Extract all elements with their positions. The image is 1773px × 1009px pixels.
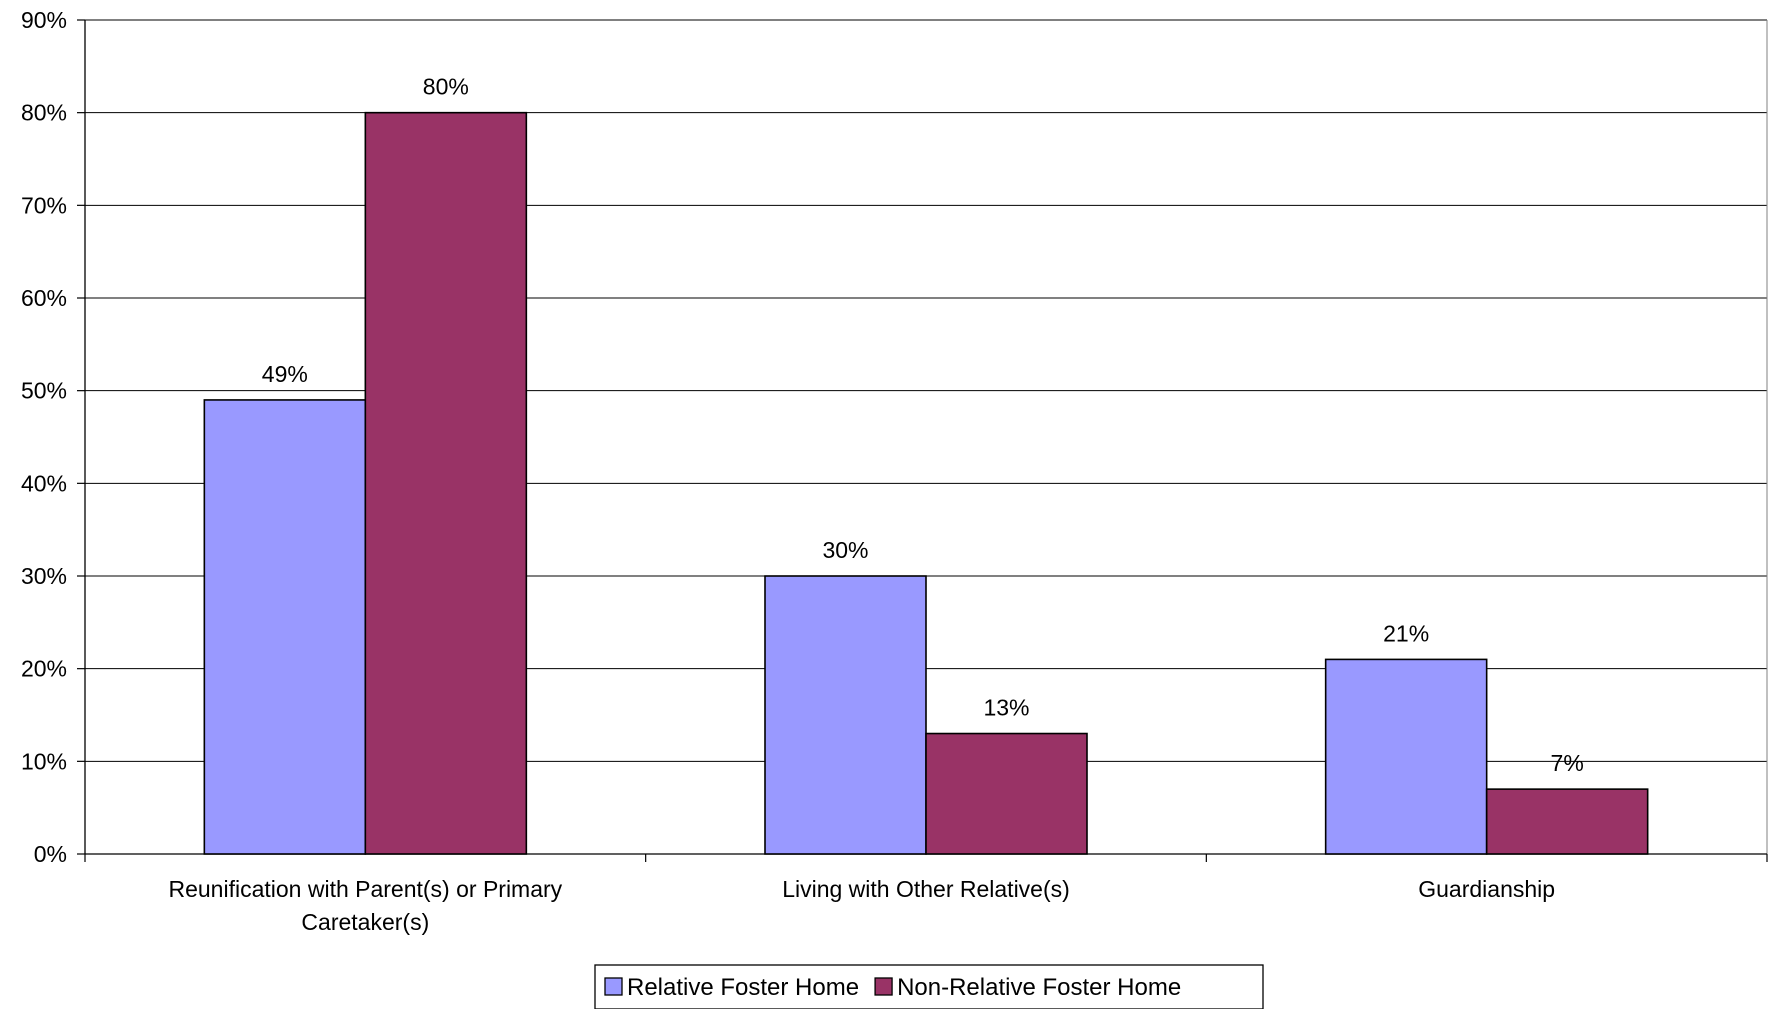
- y-tick-label: 10%: [21, 748, 67, 774]
- bar: [764, 575, 927, 855]
- category-label: Living with Other Relative(s): [782, 876, 1070, 902]
- bar: [1485, 788, 1649, 855]
- y-tick-label: 80%: [21, 100, 67, 126]
- data-label: 21%: [1383, 620, 1429, 646]
- bars: [203, 111, 1649, 855]
- y-tick-label: 30%: [21, 563, 67, 589]
- bar: [925, 732, 1088, 855]
- data-labels: 49% 80% 30% 13% 21% 7%: [262, 74, 1584, 776]
- legend-label: Non-Relative Foster Home: [897, 974, 1181, 1001]
- legend: Relative Foster Home Non-Relative Foster …: [594, 964, 1264, 1009]
- category-label: Reunification with Parent(s) or Primary: [168, 876, 562, 902]
- y-tick-label: 40%: [21, 470, 67, 496]
- legend-swatch: [604, 977, 623, 996]
- legend-label: Relative Foster Home: [627, 974, 859, 1001]
- x-axis-category-labels: Reunification with Parent(s) or Primary C…: [168, 876, 1555, 935]
- legend-swatch: [874, 977, 893, 996]
- bar: [1324, 658, 1488, 855]
- y-tick-label: 70%: [21, 192, 67, 218]
- data-label: 49%: [262, 361, 308, 387]
- y-tick-label: 50%: [21, 378, 67, 404]
- y-tick-label: 20%: [21, 656, 67, 682]
- data-label: 30%: [822, 537, 868, 563]
- data-label: 7%: [1551, 750, 1584, 776]
- category-label: Guardianship: [1418, 876, 1555, 902]
- bar: [364, 111, 528, 855]
- y-tick-label: 90%: [21, 7, 67, 33]
- y-tick-label: 0%: [34, 841, 67, 867]
- data-label: 80%: [423, 74, 469, 100]
- y-tick-label: 60%: [21, 285, 67, 311]
- legend-box: [594, 964, 1264, 1009]
- y-axis-tick-labels: 0% 10% 20% 30% 40% 50% 60% 70% 80% 90%: [21, 7, 67, 867]
- bar: [203, 399, 367, 855]
- category-label: Caretaker(s): [301, 909, 429, 935]
- data-label: 13%: [983, 695, 1029, 721]
